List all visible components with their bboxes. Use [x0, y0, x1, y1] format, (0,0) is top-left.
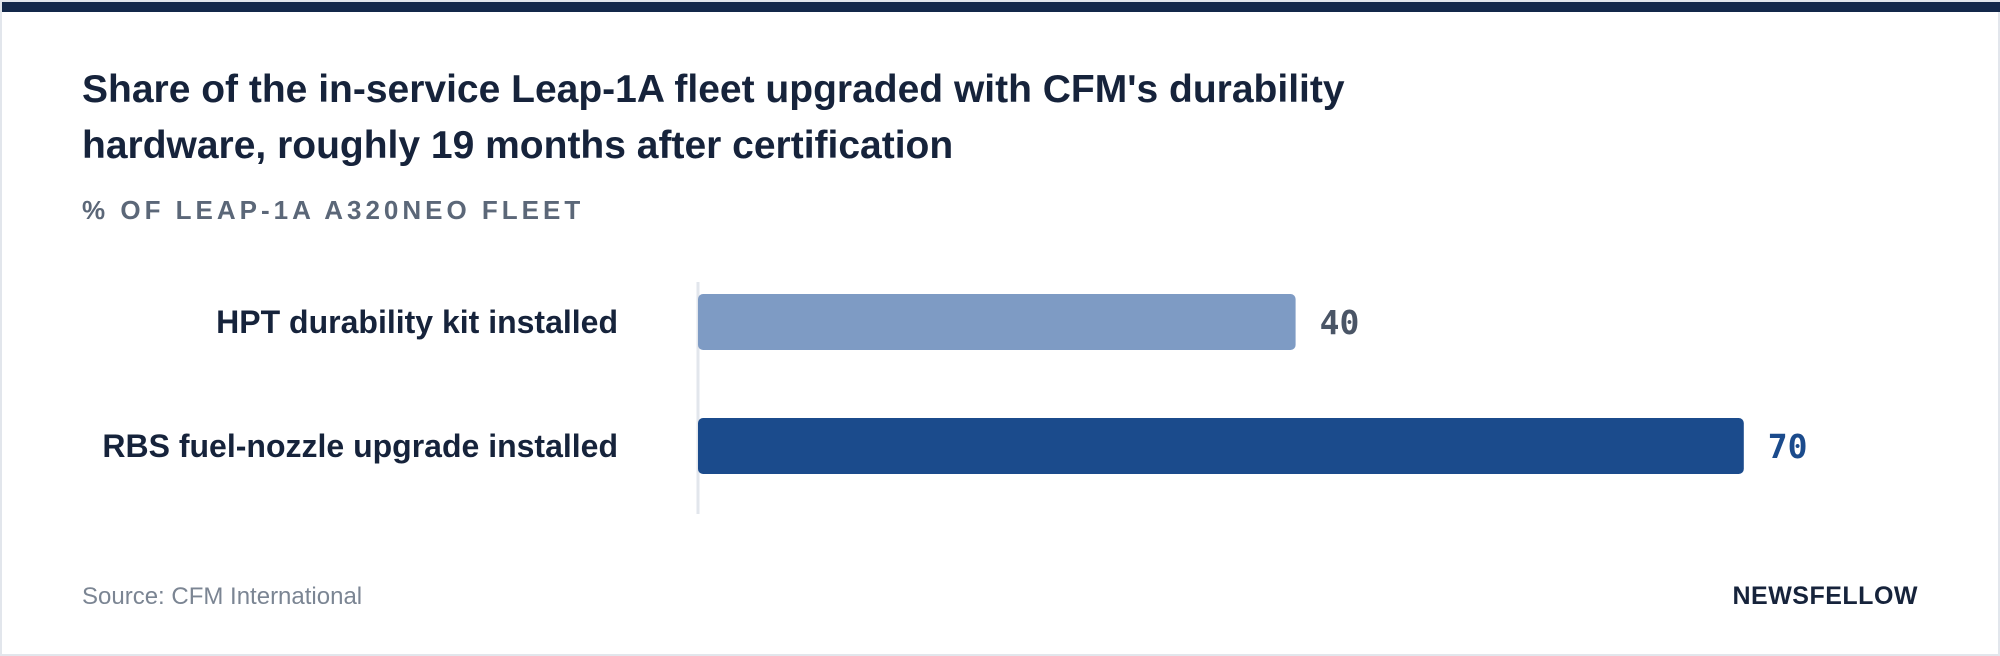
chart-title: Share of the in-service Leap-1A fleet up…	[82, 68, 1345, 167]
chart-subtitle: % of Leap-1A A320neo fleet	[82, 195, 585, 225]
data-label: 40	[1320, 303, 1360, 342]
bar	[698, 294, 1296, 350]
bar	[698, 418, 1744, 474]
category-label: RBS fuel-nozzle upgrade installed	[102, 428, 618, 464]
bar-chart: HPT durability kit installed 40 RBS fuel-n…	[102, 282, 1808, 514]
data-label: 70	[1768, 427, 1808, 466]
top-accent-bar	[2, 2, 2000, 12]
source-note: Source: CFM International	[82, 583, 363, 610]
brand-logo: NEWSFELLOW	[1732, 582, 1918, 610]
category-label: HPT durability kit installed	[216, 304, 618, 340]
